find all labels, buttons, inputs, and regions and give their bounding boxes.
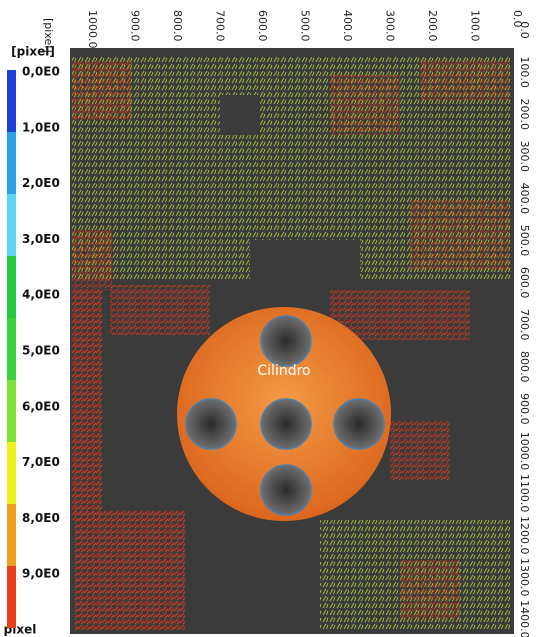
top-tick-label: 400.0 [341, 10, 354, 42]
colorbar-segment [7, 194, 16, 256]
colorbar-segment [7, 70, 16, 132]
right-tick-label: 700.0 [518, 309, 531, 341]
cylinder-overlay: Cilindro [177, 307, 391, 521]
colorbar-segment [7, 256, 16, 318]
colorbar-segment [7, 380, 16, 442]
colorbar-segment [7, 442, 16, 504]
right-tick-label: 800.0 [518, 351, 531, 383]
top-tick-label: 100.0 [469, 10, 482, 42]
right-tick-label: 500.0 [518, 225, 531, 257]
right-tick-label: 400.0 [518, 183, 531, 215]
right-tick-label: 100.0 [518, 56, 531, 88]
colorbar-label: 3,0E0 [22, 232, 60, 246]
colorbar-label: 4,0E0 [22, 288, 60, 302]
colorbar-label: 1,0E0 [22, 120, 60, 134]
colorbar-label: 8,0E0 [22, 511, 60, 525]
top-tick-label: 600.0 [256, 10, 269, 42]
right-tick-label: 0.0 [518, 21, 531, 39]
right-tick-label: 600.0 [518, 267, 531, 299]
colorbar-segment [7, 132, 16, 194]
right-tick-label: 1000.0 [518, 432, 531, 471]
vector-field [72, 55, 512, 630]
colorbar-label: 6,0E0 [22, 399, 60, 413]
overlay-label: Cilindro [257, 363, 310, 379]
right-tick-label: 300.0 [518, 141, 531, 173]
colorbar-segment [7, 566, 16, 628]
top-tick-label: 300.0 [384, 10, 397, 42]
right-tick-label: 1200.0 [518, 516, 531, 555]
colorbar-label: 9,0E0 [22, 567, 60, 581]
colorbar: [pixel] pixel 0,0E01,0E02,0E03,0E04,0E05… [4, 45, 60, 637]
colorbar-label: 5,0E0 [22, 344, 60, 358]
top-tick-label: 900.0 [129, 10, 142, 42]
top-tick-label: 500.0 [299, 10, 312, 42]
top-tick-label: 700.0 [214, 10, 227, 42]
top-tick-label: 800.0 [171, 10, 184, 42]
top-axis-unit: [pixel] [42, 18, 55, 53]
top-tick-label: 0.0 [511, 10, 524, 28]
right-tick-label: 1100.0 [518, 474, 531, 512]
right-tick-label: 900.0 [518, 393, 531, 425]
colorbar-label: 2,0E0 [22, 176, 60, 190]
right-tick-label: 1300.0 [518, 558, 531, 597]
colorbar-segment [7, 504, 16, 566]
top-tick-label: 1000.0 [86, 10, 99, 49]
right-tick-label: 200.0 [518, 98, 531, 130]
colorbar-title: [pixel] [11, 45, 55, 59]
right-tick-label: 1400.0 [518, 600, 531, 637]
top-tick-label: 200.0 [426, 10, 439, 42]
colorbar-segment [7, 318, 16, 380]
colorbar-label: 7,0E0 [22, 455, 60, 469]
colorbar-label: 0,0E0 [22, 65, 60, 79]
